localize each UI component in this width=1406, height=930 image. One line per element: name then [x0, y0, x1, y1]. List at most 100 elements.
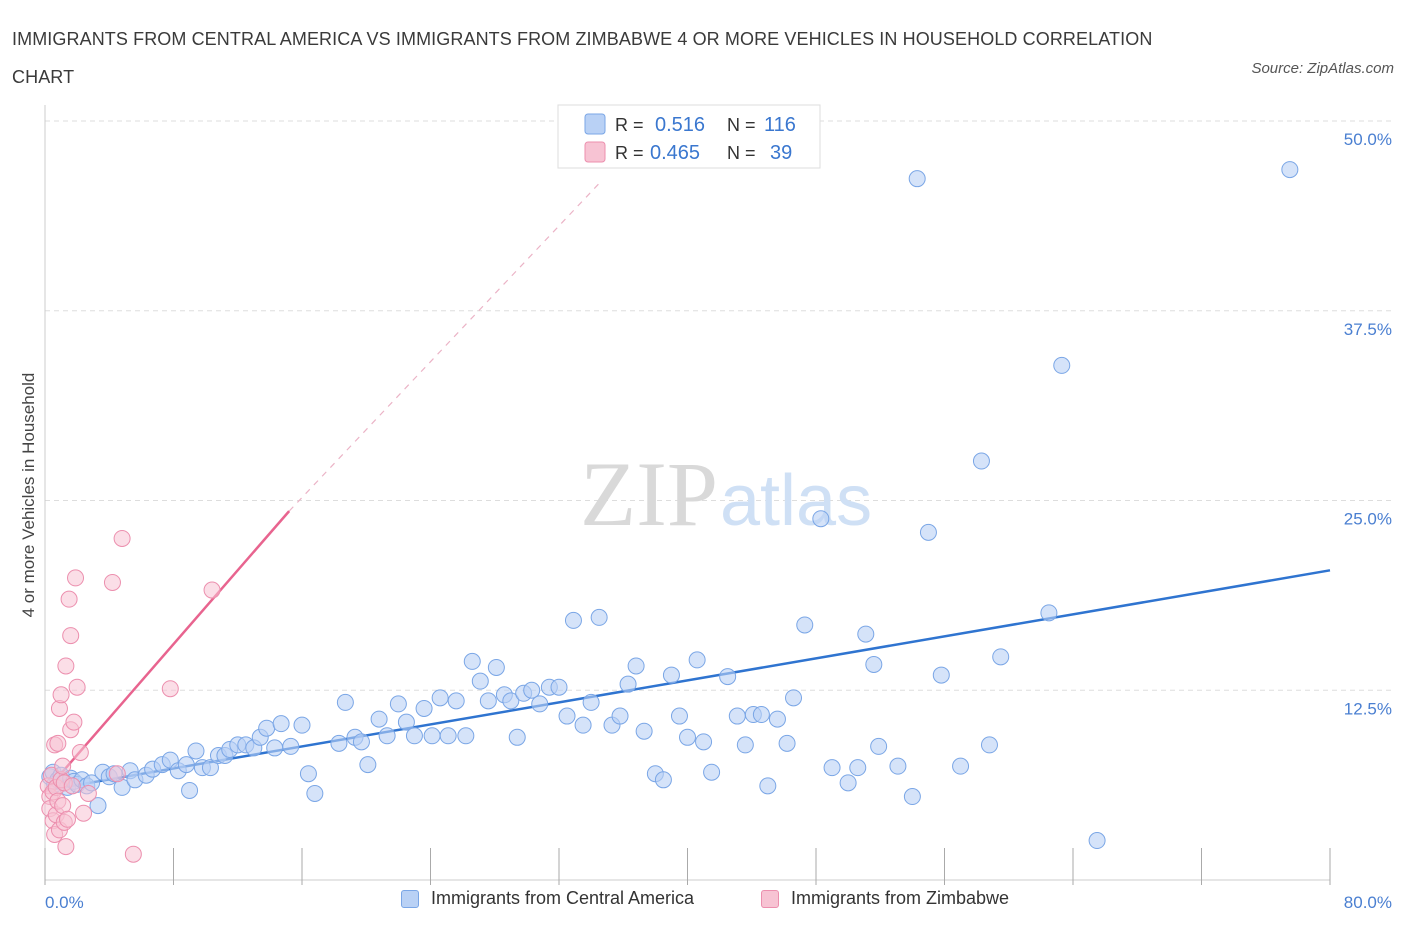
legend-label-zimbabwe: Immigrants from Zimbabwe	[791, 888, 1010, 908]
central-america-point-83	[654, 771, 672, 789]
legend-n-label-pink: N =	[727, 143, 756, 163]
central-america-point-39	[272, 715, 290, 733]
central-america-point-76	[590, 608, 608, 626]
central-america-point-87	[688, 651, 706, 669]
central-america-point-118	[1088, 832, 1106, 850]
central-america-point-109	[903, 788, 921, 806]
central-america-point-40	[282, 737, 300, 755]
central-america-point-25	[177, 756, 195, 774]
central-america-point-73	[564, 611, 582, 629]
central-america-point-117	[1053, 356, 1071, 374]
legend-swatch-pink	[584, 141, 606, 163]
central-america-point-88	[695, 733, 713, 751]
central-america-point-49	[370, 710, 388, 728]
central-america-point-119	[1281, 161, 1299, 179]
central-america-point-114	[980, 736, 998, 754]
central-america-point-81	[635, 722, 653, 740]
central-america-point-44	[330, 734, 348, 752]
trend-line-zimbabwe-extension	[288, 181, 602, 512]
central-america-point-112	[952, 757, 970, 775]
zimbabwe-point-30	[71, 743, 89, 761]
central-america-point-92	[736, 736, 754, 754]
legend-n-value-pink: 39	[770, 142, 792, 164]
central-america-point-26	[181, 781, 199, 799]
central-america-point-43	[306, 784, 324, 802]
legend-n-label-blue: N =	[727, 115, 756, 135]
zimbabwe-point-22	[58, 810, 76, 828]
central-america-point-55	[423, 727, 441, 745]
gridlines	[45, 120, 1392, 691]
central-america-point-90	[719, 668, 737, 686]
central-america-point-86	[679, 728, 696, 746]
zimbabwe-point-10	[49, 734, 67, 752]
watermark-atlas: atlas	[720, 461, 872, 541]
central-america-point-115	[992, 648, 1010, 666]
zimbabwe-point-21	[57, 657, 75, 675]
central-america-point-84	[662, 666, 680, 684]
central-america-point-66	[508, 728, 526, 746]
zimbabwe-point-32	[79, 784, 97, 802]
zimbabwe-point-27	[65, 713, 83, 731]
central-america-point-69	[531, 695, 549, 713]
zimbabwe-point-36	[124, 845, 142, 863]
legend-item-central-america: Immigrants from Central America	[401, 888, 694, 909]
central-america-point-99	[796, 616, 814, 634]
central-america-point-51	[389, 695, 407, 713]
x-tick-label-0: 0.0%	[45, 893, 84, 912]
central-america-point-94	[752, 706, 770, 724]
axes	[44, 105, 1331, 885]
zimbabwe-point-35	[113, 529, 131, 547]
central-america-point-102	[839, 774, 857, 792]
central-america-point-42	[299, 765, 317, 783]
trend-line-central-america	[44, 569, 1331, 792]
zimbabwe-point-34	[108, 765, 126, 783]
series-legend: Immigrants from Central America Immigran…	[0, 888, 1406, 916]
central-america-point-96	[768, 710, 786, 728]
zimbabwe-point-14	[52, 686, 70, 704]
central-america-point-38	[266, 739, 284, 757]
tick-labels: 12.5% 25.0% 37.5% 50.0% 0.0% 80.0%	[45, 130, 1392, 912]
y-axis-label: 4 or more Vehicles in Household	[19, 373, 38, 618]
central-america-point-79	[619, 675, 637, 693]
y-tick-label-0: 12.5%	[1344, 699, 1392, 718]
central-america-point-27	[187, 742, 205, 760]
central-america-point-57	[439, 727, 457, 745]
legend-swatch-blue	[584, 113, 606, 135]
central-america-point-37	[258, 719, 276, 737]
legend-swatch-central-america	[401, 889, 419, 908]
central-america-point-52	[397, 713, 415, 731]
central-america-point-53	[405, 727, 423, 745]
zimbabwe-point-33	[103, 573, 121, 591]
central-america-point-110	[919, 523, 937, 541]
central-america-point-63	[487, 658, 505, 676]
central-america-point-103	[849, 759, 867, 777]
x-tick-label-1: 80.0%	[1344, 893, 1392, 912]
y-tick-label-1: 25.0%	[1344, 510, 1392, 529]
central-america-point-74	[574, 716, 592, 734]
watermark: ZIP atlas	[580, 443, 872, 545]
zimbabwe-point-26	[63, 777, 81, 795]
central-america-point-113	[972, 452, 990, 470]
central-america-point-111	[932, 666, 950, 684]
central-america-point-60	[463, 652, 481, 670]
central-america-point-107	[889, 757, 907, 775]
zimbabwe-point-23	[60, 590, 78, 608]
zimbabwe-point-29	[68, 678, 86, 696]
y-tick-label-2: 37.5%	[1344, 320, 1392, 339]
y-tick-label-3: 50.0%	[1344, 130, 1392, 149]
central-america-point-41	[293, 716, 311, 734]
central-america-point-116	[1040, 604, 1058, 622]
central-america-point-97	[778, 734, 796, 752]
central-america-point-56	[431, 689, 449, 707]
zimbabwe-point-37	[161, 680, 179, 698]
zimbabwe-point-38	[203, 581, 221, 599]
zimbabwe-point-28	[67, 569, 85, 587]
central-america-point-65	[502, 692, 520, 710]
central-america-point-58	[447, 692, 465, 710]
legend-swatch-zimbabwe	[761, 889, 779, 908]
zimbabwe-point-31	[75, 804, 93, 822]
zimbabwe-point-24	[62, 627, 80, 645]
central-america-point-75	[582, 693, 600, 711]
central-america-point-91	[728, 707, 746, 725]
